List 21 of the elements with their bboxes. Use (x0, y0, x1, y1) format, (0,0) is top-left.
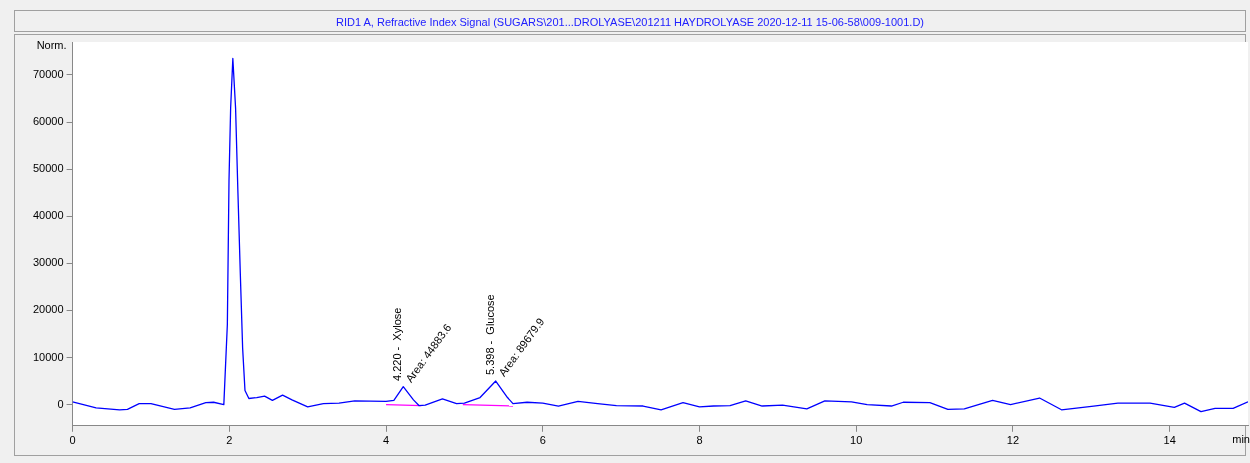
x-tick-label: 2 (226, 434, 233, 447)
x-tick-label: 6 (539, 434, 546, 447)
x-tick-label: 10 (850, 434, 863, 447)
x-tick-label: 0 (69, 434, 76, 447)
annotation: 5.398 - Glucose (483, 294, 496, 376)
chart-title: RID1 A, Refractive Index Signal (SUGARS\201...DROLYASE\201211 HAYDROLYASE 2020-12-11 15-06-58\009-1001.D) (14, 10, 1246, 32)
y-tick-label: 20000 (32, 303, 64, 316)
y-tick-label: 60000 (32, 115, 64, 128)
x-tick-label: 12 (1006, 434, 1020, 447)
y-tick-label: 40000 (32, 209, 64, 222)
y-tick-label: 70000 (32, 68, 64, 80)
y-tick-label: 10000 (32, 350, 64, 363)
y-axis-title: Norm. (36, 38, 67, 51)
x-tick-label: 4 (382, 434, 390, 447)
y-tick-label: 0 (57, 397, 64, 410)
x-axis-title: min (1232, 433, 1250, 446)
x-tick-label: 14 (1163, 434, 1176, 447)
y-tick-label: 50000 (32, 162, 64, 175)
annotation: 4.220 - Xylose (391, 307, 404, 381)
y-tick-label: 30000 (32, 256, 64, 269)
x-tick-label: 8 (696, 434, 703, 447)
